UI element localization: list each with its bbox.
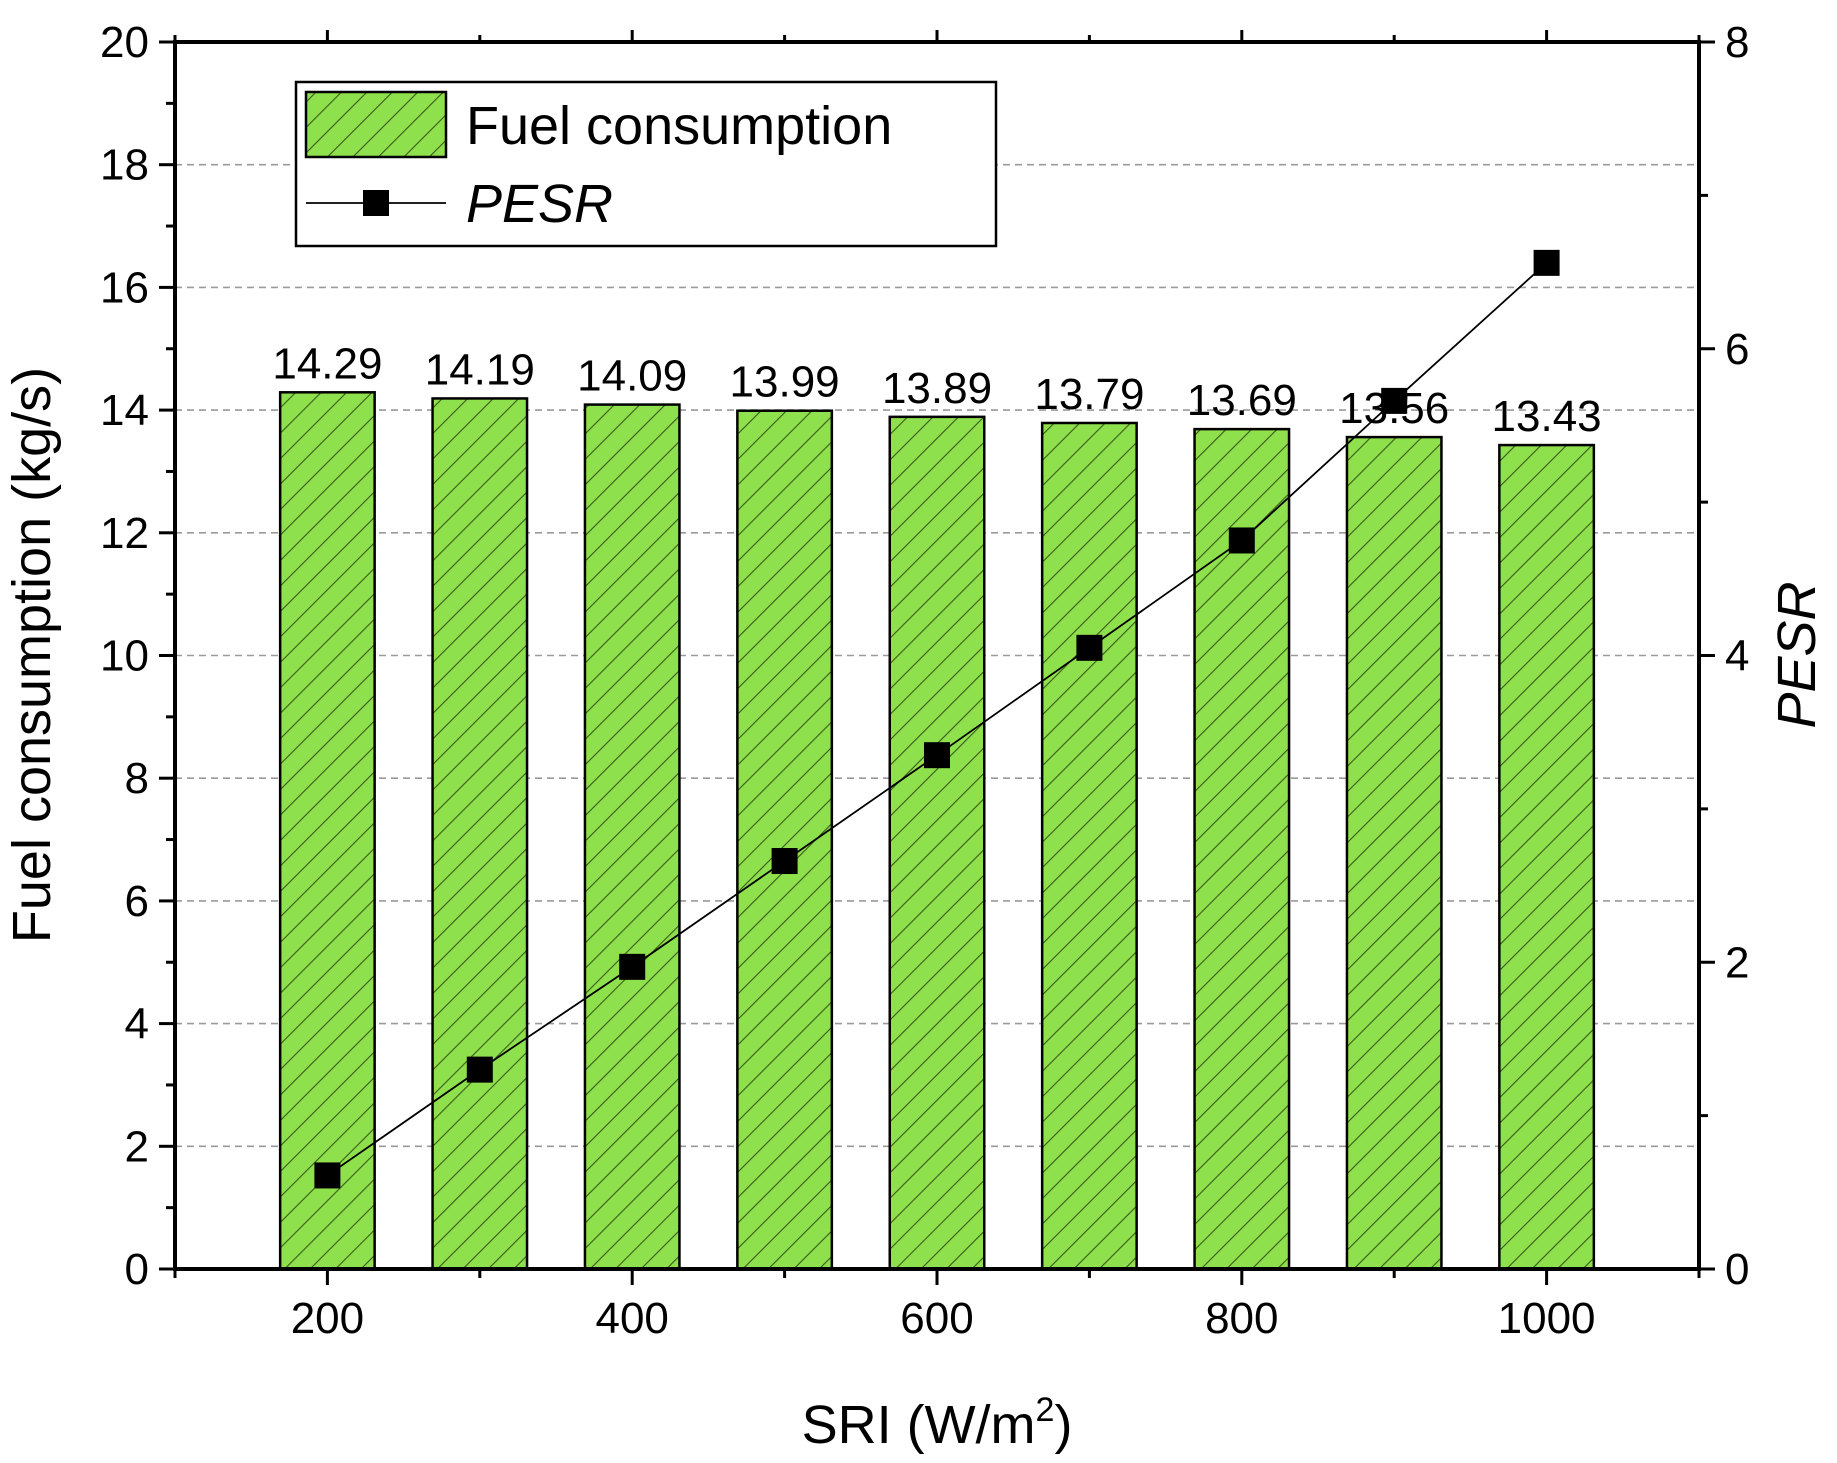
y-tick-label: 18 <box>100 141 149 190</box>
x-axis-title-sup: 2 <box>1036 1391 1055 1429</box>
bar-value-label: 13.89 <box>882 364 992 413</box>
y-tick-label: 20 <box>100 18 149 67</box>
x-axis-title-suffix: ) <box>1054 1395 1072 1455</box>
pesr-marker <box>466 1056 493 1083</box>
bar-value-label: 13.43 <box>1492 392 1602 441</box>
y-tick-label: 4 <box>125 1000 149 1049</box>
legend: Fuel consumption PESR <box>294 80 998 248</box>
legend-label-fuel: Fuel consumption <box>466 96 892 156</box>
pesr-marker <box>1228 527 1255 554</box>
bar-value-label: 13.99 <box>730 358 840 407</box>
bar <box>583 403 681 1271</box>
y2-tick-label: 2 <box>1725 938 1749 987</box>
y-tick-label: 14 <box>100 386 149 435</box>
bar-value-label: 13.69 <box>1187 376 1297 425</box>
y2-tick-label: 4 <box>1725 632 1749 681</box>
y2-tick-label: 0 <box>1725 1245 1749 1294</box>
pesr-marker <box>314 1162 341 1189</box>
x-axis-title: SRI (W/m2) <box>802 1391 1073 1455</box>
pesr-marker <box>1076 634 1103 661</box>
y2-tick-label: 8 <box>1725 18 1749 67</box>
bar <box>1345 435 1443 1271</box>
bar-value-label: 14.29 <box>272 339 382 388</box>
bar <box>736 409 834 1271</box>
x-axis-title-main: SRI (W/m <box>802 1395 1036 1455</box>
pesr-marker <box>924 742 950 769</box>
bars-layer <box>278 391 1596 1271</box>
y-tick-label: 2 <box>125 1122 149 1171</box>
x-tick-label: 800 <box>1205 1294 1278 1343</box>
bar <box>278 391 376 1271</box>
bar-labels-layer: 14.2914.1914.0913.9913.8913.7913.6913.56… <box>272 339 1601 441</box>
bar <box>431 397 529 1271</box>
bar <box>1498 443 1596 1271</box>
pesr-line-layer <box>314 249 1560 1189</box>
pesr-marker <box>1533 249 1560 276</box>
bar-value-label: 14.09 <box>577 352 687 401</box>
legend-marker-pesr <box>363 190 389 216</box>
y-tick-label: 12 <box>100 509 149 558</box>
y-tick-label: 6 <box>125 877 149 926</box>
x-tick-label: 1000 <box>1498 1294 1596 1343</box>
y2-tick-label: 6 <box>1725 325 1749 374</box>
y-tick-label: 8 <box>125 754 149 803</box>
x-tick-label: 400 <box>595 1294 668 1343</box>
bar <box>888 415 986 1271</box>
bar-value-label: 14.19 <box>425 345 535 394</box>
y-tick-label: 10 <box>100 632 149 681</box>
legend-label-pesr: PESR <box>466 174 613 234</box>
pesr-marker <box>771 848 798 875</box>
x-tick-label: 600 <box>900 1294 973 1343</box>
bar <box>1040 421 1138 1271</box>
axis-ticks <box>159 30 1715 1285</box>
y-tick-label: 16 <box>100 263 149 312</box>
legend-swatch-fuel <box>304 90 448 159</box>
x-tick-label: 200 <box>291 1294 364 1343</box>
pesr-marker <box>1381 387 1408 414</box>
bar <box>1193 427 1291 1271</box>
y-tick-label: 0 <box>125 1245 149 1294</box>
y-axis-title: Fuel consumption (kg/s) <box>2 367 62 943</box>
y2-axis-title: PESR <box>1767 581 1827 728</box>
bar-value-label: 13.79 <box>1034 370 1144 419</box>
pesr-marker <box>619 953 646 980</box>
